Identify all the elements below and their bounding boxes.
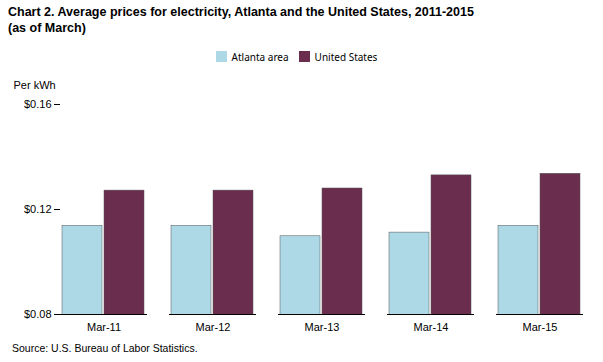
html-text:United States: United States <box>314 49 378 64</box>
svg-text:Mar-14: Mar-14 <box>414 321 449 333</box>
html-text:Atlanta area: Atlanta area <box>231 49 289 64</box>
svg-text:Mar-15: Mar-15 <box>523 321 558 333</box>
svg-text:Mar-13: Mar-13 <box>305 321 340 333</box>
svg-text:Per kWh: Per kWh <box>14 79 56 91</box>
svg-text:$0.08: $0.08 <box>24 308 52 320</box>
html-text:Chart 2. Average prices for el: Chart 2. Average prices for electricity,… <box>8 5 474 19</box>
svg-text:$0.16: $0.16 <box>24 98 52 110</box>
svg-text:$0.12: $0.12 <box>24 203 52 215</box>
html-text:(as of March): (as of March) <box>8 21 86 35</box>
svg-text:Mar-11: Mar-11 <box>87 321 121 333</box>
html-text:Source: U.S. Bureau of Labor S: Source: U.S. Bureau of Labor Statistics. <box>12 342 198 354</box>
svg-text:Mar-12: Mar-12 <box>196 321 231 333</box>
